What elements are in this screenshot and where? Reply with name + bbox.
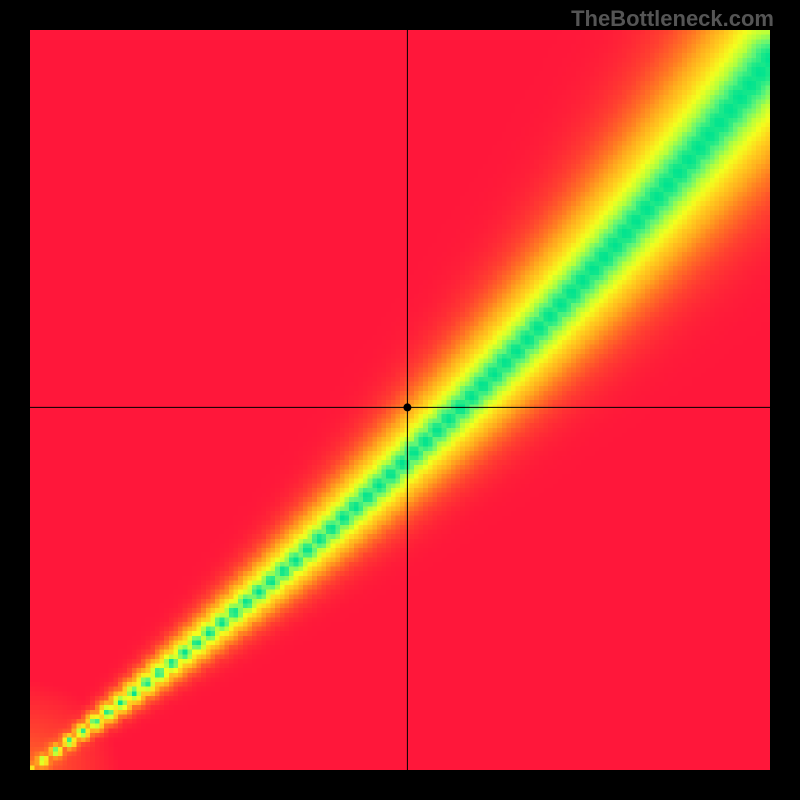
chart-container: TheBottleneck.com: [0, 0, 800, 800]
bottleneck-heatmap: [30, 30, 770, 770]
watermark-text: TheBottleneck.com: [571, 6, 774, 32]
